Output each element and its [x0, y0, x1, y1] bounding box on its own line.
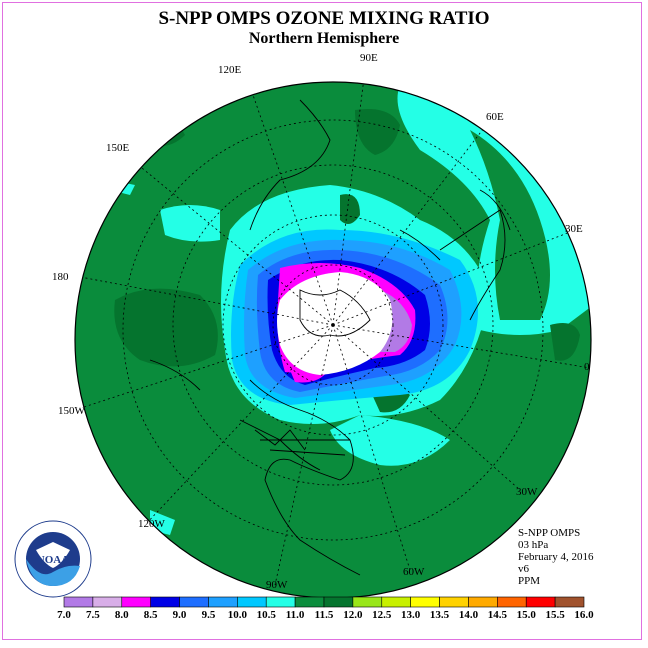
- color-bar-swatch: [323, 596, 354, 608]
- color-bar-tick: 15.0: [517, 609, 537, 621]
- figure-frame: [2, 2, 642, 640]
- color-bar-tick: 11.5: [315, 609, 334, 621]
- color-bar-swatch: [294, 596, 325, 608]
- lon-label-0: 0: [584, 361, 590, 373]
- lon-label-90w: 90W: [266, 579, 288, 591]
- color-bar-tick: 10.0: [228, 609, 248, 621]
- color-bar-swatch: [439, 596, 469, 608]
- page-title: S-NPP OMPS OZONE MIXING RATIO: [158, 8, 490, 29]
- color-bar-swatch: [497, 596, 527, 608]
- color-bar-swatch: [179, 596, 209, 608]
- lon-label-30e: 30E: [565, 223, 583, 235]
- page-subtitle: Northern Hemisphere: [248, 30, 400, 47]
- color-bar-tick: 13.0: [401, 609, 421, 621]
- color-bar-swatch: [525, 596, 556, 608]
- color-bar-swatch: [468, 596, 498, 608]
- color-bar-tick: 11.0: [286, 609, 305, 621]
- color-bar-tick: 15.5: [545, 609, 565, 621]
- lon-label-120w: 120W: [138, 518, 166, 530]
- color-bar: 7.0 7.5 8.0 8.5 9.0 9.5 10.0 10.5 11.0 11.5 12.0 12…: [57, 596, 594, 621]
- color-bar-tick: 14.5: [488, 609, 508, 621]
- color-bar-swatch: [237, 596, 267, 608]
- lon-label-120e: 120E: [218, 64, 242, 76]
- color-bar-tick: 7.5: [86, 609, 100, 621]
- lon-label-150w: 150W: [58, 405, 86, 417]
- noaa-logo-text: NOAA: [37, 554, 69, 566]
- noaa-logo: NOAA: [14, 520, 92, 598]
- color-bar-swatch: [410, 596, 440, 608]
- color-bar-swatch: [121, 596, 151, 608]
- lon-label-90e: 90E: [360, 52, 378, 64]
- color-bar-tick: 9.0: [173, 609, 187, 621]
- version-label: v6: [518, 563, 529, 575]
- pressure-level: 03 hPa: [518, 539, 549, 551]
- lon-label-60w: 60W: [403, 566, 425, 578]
- color-bar-tick: 12.5: [372, 609, 392, 621]
- color-bar-swatch: [92, 596, 123, 608]
- color-bar-swatch: [554, 596, 585, 608]
- color-bar-swatch: [63, 596, 94, 608]
- color-bar-tick: 10.5: [257, 609, 277, 621]
- lon-label-150e: 150E: [106, 142, 130, 154]
- color-bar-tick: 12.0: [343, 609, 363, 621]
- color-bar-swatch: [381, 596, 411, 608]
- color-bar-tick: 7.0: [57, 609, 71, 621]
- color-bar-tick: 16.0: [574, 609, 594, 621]
- color-bar-swatch: [352, 596, 383, 608]
- color-bar-swatch: [150, 596, 180, 608]
- lon-label-30w: 30W: [516, 486, 538, 498]
- instrument-label: S-NPP OMPS: [518, 527, 581, 539]
- color-bar-tick: 14.0: [459, 609, 479, 621]
- color-bar-swatch: [208, 596, 238, 608]
- color-bar-tick: 9.5: [202, 609, 216, 621]
- date-label: February 4, 2016: [518, 551, 594, 563]
- lon-label-180: 180: [52, 271, 69, 283]
- color-bar-tick: 8.5: [144, 609, 158, 621]
- color-bar-tick: 8.0: [115, 609, 129, 621]
- units-label: PPM: [518, 575, 541, 587]
- lon-label-60e: 60E: [486, 111, 504, 123]
- color-bar-swatch: [265, 596, 296, 608]
- color-bar-tick: 13.5: [430, 609, 450, 621]
